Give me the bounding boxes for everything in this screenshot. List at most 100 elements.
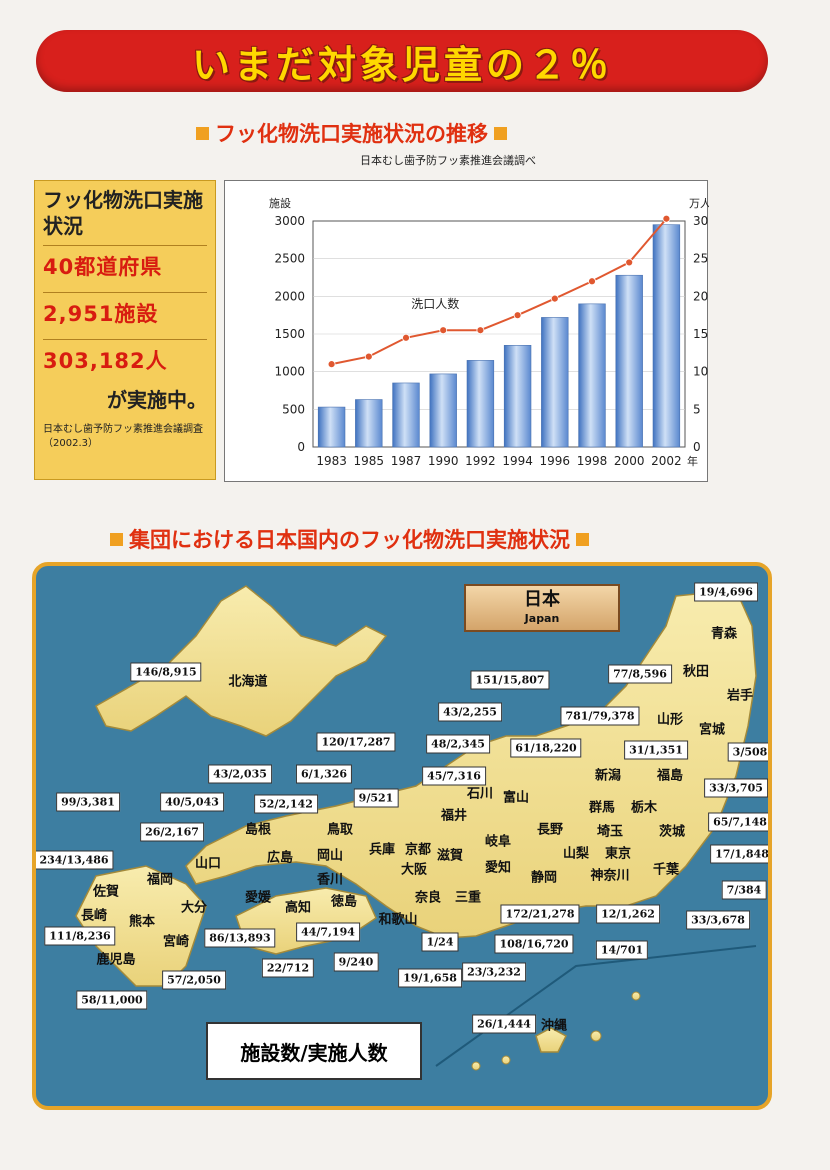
count-label: 9/240 — [333, 952, 379, 972]
prefecture-name: 佐賀 — [92, 884, 120, 900]
x-tick-label-1998: 1998 — [577, 454, 608, 468]
prefecture-name: 岡山 — [316, 848, 344, 864]
prefecture-name: 岐阜 — [484, 834, 512, 850]
plaque-english: Japan — [524, 612, 560, 625]
count-label: 99/3,381 — [56, 792, 120, 812]
count-label: 22/712 — [261, 958, 315, 978]
title-banner: いまだ対象児童の２％ — [36, 30, 768, 92]
prefecture-name: 兵庫 — [368, 842, 396, 858]
prefecture-name: 高知 — [284, 900, 312, 916]
count-label: 234/13,486 — [36, 850, 114, 870]
count-label: 77/8,596 — [608, 664, 672, 684]
line-point-1994 — [513, 311, 522, 320]
line-point-2000 — [625, 258, 634, 267]
count-label: 7/384 — [721, 880, 767, 900]
count-label: 19/4,696 — [694, 582, 758, 602]
prefecture-name: 長野 — [536, 822, 564, 838]
x-tick-label-1987: 1987 — [391, 454, 422, 468]
count-label: 781/79,378 — [560, 706, 640, 726]
island-dot — [501, 1055, 511, 1065]
y-left-tick-label: 1000 — [274, 365, 305, 379]
prefecture-name: 群馬 — [588, 800, 616, 816]
map-section-title-text: 集団における日本国内のフッ化物洗口実施状況 — [129, 528, 570, 552]
count-label: 146/8,915 — [130, 662, 202, 682]
prefecture-name: 福岡 — [146, 872, 174, 888]
prefecture-name: 山梨 — [562, 846, 590, 862]
count-label: 26/2,167 — [140, 822, 204, 842]
chart-section-title-text: フッ化物洗口実施状況の推移 — [215, 122, 488, 146]
x-tick-label-1992: 1992 — [465, 454, 496, 468]
prefecture-name: 東京 — [604, 846, 632, 862]
line-point-1985 — [364, 352, 373, 361]
prefecture-name: 石川 — [466, 786, 494, 802]
count-label: 12/1,262 — [596, 904, 660, 924]
prefecture-name: 大分 — [180, 900, 208, 916]
y-right-tick-label: 25 — [693, 252, 708, 266]
map-legend: 施設数/実施人数 — [206, 1022, 422, 1080]
count-label: 108/16,720 — [494, 934, 574, 954]
y-right-tick-label: 30 — [693, 214, 708, 228]
count-label: 86/13,893 — [204, 928, 276, 948]
bullet-square-icon — [196, 126, 209, 140]
count-label: 19/1,658 — [398, 968, 462, 988]
banner-title: いまだ対象児童の２％ — [191, 42, 612, 87]
line-point-1998 — [588, 277, 596, 286]
bar-2000 — [615, 274, 643, 448]
stat-source: 日本むし歯予防フッ素推進会議調査（2002.3） — [43, 424, 203, 449]
bullet-square-icon — [494, 126, 507, 140]
prefecture-name: 青森 — [710, 626, 738, 642]
bar-1985 — [355, 399, 383, 448]
prefecture-name: 愛媛 — [244, 890, 272, 906]
prefecture-name: 富山 — [502, 790, 530, 806]
count-label: 58/11,000 — [76, 990, 148, 1010]
line-point-1992 — [476, 326, 485, 335]
line-point-1983 — [327, 360, 336, 369]
count-label: 1/24 — [421, 932, 459, 952]
stat-box: フッ化物洗口実施状況 40都道府県 2,951施設 303,182人 が実施中。… — [34, 180, 216, 480]
prefecture-name: 宮崎 — [162, 934, 190, 950]
count-label: 43/2,035 — [208, 764, 272, 784]
y-left-tick-label: 2500 — [274, 252, 305, 266]
trend-chart: 0 500 1000 1500 2000 2500 3000 0 5 10 15 20 25 30 施設 万人… — [224, 180, 709, 482]
prefecture-name: 三重 — [454, 890, 482, 906]
count-label: 45/7,316 — [422, 766, 486, 786]
count-label: 33/3,678 — [686, 910, 750, 930]
count-label: 23/3,232 — [462, 962, 526, 982]
line-series-label: 洗口人数 — [411, 296, 459, 311]
stat-facilities: 2,951施設 — [43, 292, 207, 333]
prefecture-name: 和歌山 — [378, 912, 418, 928]
y-right-unit-label: 万人 — [689, 197, 709, 210]
prefecture-name: 栃木 — [630, 800, 658, 816]
prefecture-name: 大阪 — [400, 862, 428, 878]
prefecture-name: 熊本 — [128, 914, 156, 930]
prefecture-name: 山口 — [194, 856, 222, 872]
y-left-unit-label: 施設 — [269, 196, 291, 210]
prefecture-name: 北海道 — [228, 674, 268, 690]
count-label: 172/21,278 — [500, 904, 580, 924]
y-left-tick-label: 1500 — [274, 327, 305, 341]
prefecture-name: 香川 — [316, 872, 344, 888]
count-label: 151/15,807 — [470, 670, 550, 690]
line-point-1987 — [402, 333, 410, 342]
stat-suffix: が実施中。 — [107, 388, 207, 412]
island-dot — [590, 1030, 602, 1042]
y-right-tick-label: 5 — [693, 402, 701, 416]
stat-heading: フッ化物洗口実施状況 — [43, 188, 203, 238]
prefecture-name: 島根 — [244, 822, 272, 838]
map-section-title: 集団における日本国内のフッ化物洗口実施状況 — [110, 524, 589, 554]
prefecture-name: 鳥取 — [326, 822, 354, 838]
trend-chart-svg: 0 500 1000 1500 2000 2500 3000 0 5 10 15 20 25 30 施設 万人… — [269, 196, 709, 468]
bar-1996 — [541, 317, 569, 448]
count-label: 3/508 — [727, 742, 768, 762]
prefecture-name: 京都 — [404, 842, 432, 858]
y-right-tick-label: 20 — [693, 289, 708, 303]
plaque-japanese: 日本 — [524, 589, 560, 610]
line-series-洗口人数 — [331, 218, 668, 366]
prefecture-name: 福井 — [440, 808, 468, 824]
count-label: 43/2,255 — [438, 702, 502, 722]
prefecture-name: 埼玉 — [596, 824, 624, 840]
prefecture-name: 滋賀 — [436, 848, 464, 864]
japan-map: 日本 Japan 施設数/実施人数 北海道 青森 秋田 岩手 山形 宮城 新潟 福島 石川 富山福… — [32, 562, 772, 1110]
y-right-tick-label: 0 — [693, 440, 701, 454]
x-tick-label-1983: 1983 — [316, 454, 347, 468]
